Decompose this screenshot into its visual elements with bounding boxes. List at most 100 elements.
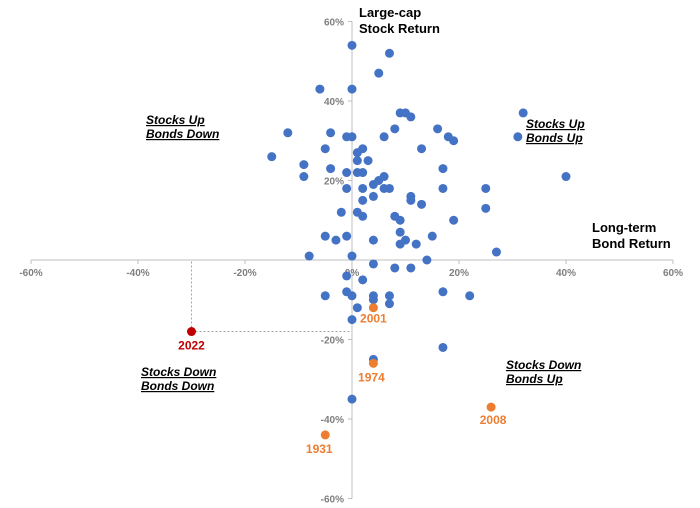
- y-tick-label: 60%: [324, 18, 344, 29]
- data-point: [390, 124, 400, 134]
- year-label-2022: 2022: [178, 339, 205, 353]
- x-tick-label: 40%: [556, 268, 576, 279]
- data-point: [368, 235, 378, 245]
- data-point: [331, 235, 341, 245]
- year-label-2001: 2001: [360, 312, 387, 326]
- x-axis-title-line1: Long-term: [592, 220, 656, 235]
- data-point: [438, 183, 448, 193]
- data-point: [342, 168, 352, 178]
- data-point: [347, 132, 357, 142]
- data-point: [417, 199, 427, 209]
- quadrant-label-bottom-left-line1: Stocks Down: [141, 365, 216, 379]
- tick-labels: -60% -40% -20% 0% 20% 40% 60% 60% 40% 20% -20% -40%…: [19, 18, 683, 506]
- data-point: [358, 183, 368, 193]
- y-tick-label: -60%: [321, 495, 344, 506]
- data-point: [561, 172, 571, 182]
- x-tick-label: 60%: [663, 268, 683, 279]
- quadrant-label-bottom-right-line1: Stocks Down: [506, 358, 581, 372]
- y-axis-title-line2: Stock Return: [359, 21, 440, 36]
- data-point: [433, 124, 443, 134]
- data-point: [406, 112, 416, 122]
- data-point: [304, 251, 314, 261]
- data-point: [422, 255, 432, 265]
- data-point: [358, 195, 368, 205]
- x-axis-title-line2: Bond Return: [592, 236, 671, 251]
- data-point: [347, 394, 357, 404]
- x-tick-label: -20%: [233, 268, 256, 279]
- data-point: [395, 227, 405, 237]
- data-point: [336, 207, 346, 217]
- data-point: [438, 287, 448, 297]
- data-point: [395, 215, 405, 225]
- data-point: [518, 108, 528, 118]
- y-tick-label: -40%: [321, 415, 344, 426]
- data-point: [358, 144, 368, 154]
- data-point: [406, 195, 416, 205]
- data-point: [347, 251, 357, 261]
- year-label-1974: 1974: [358, 370, 385, 384]
- data-point: [315, 84, 325, 94]
- data-point: [368, 295, 378, 305]
- data-point: [465, 291, 475, 301]
- guide-lines: [191, 260, 352, 333]
- data-point: [320, 231, 330, 241]
- highlight-point-1931: [320, 430, 330, 440]
- data-point: [347, 40, 357, 50]
- data-point: [384, 291, 394, 301]
- data-point: [513, 132, 523, 142]
- data-point: [395, 239, 405, 249]
- data-point: [384, 48, 394, 58]
- data-point: [368, 191, 378, 201]
- data-point: [342, 271, 352, 281]
- data-point: [491, 247, 501, 257]
- data-point: [358, 168, 368, 178]
- data-point: [384, 183, 394, 193]
- quadrant-label-bottom-right-line2: Bonds Up: [506, 372, 563, 386]
- data-point: [326, 164, 336, 174]
- data-point: [326, 128, 336, 138]
- data-point: [406, 263, 416, 273]
- data-point: [390, 263, 400, 273]
- annotations: Large-cap Stock Return Long-term Bond Re…: [141, 5, 671, 393]
- x-tick-label: 20%: [449, 268, 469, 279]
- data-point: [342, 231, 352, 241]
- data-point: [438, 342, 448, 352]
- x-tick-label: -60%: [19, 268, 42, 279]
- data-point: [481, 183, 491, 193]
- current-point-2022: [187, 327, 196, 337]
- data-point: [358, 275, 368, 285]
- y-tick-label: 20%: [324, 177, 344, 188]
- data-point: [347, 315, 357, 325]
- data-point: [347, 84, 357, 94]
- data-point: [352, 156, 362, 166]
- data-point: [374, 176, 384, 185]
- data-point: [320, 144, 330, 154]
- y-tick-label: -20%: [321, 336, 344, 347]
- y-axis-title-line1: Large-cap: [359, 5, 421, 20]
- x-tick-label: 0%: [345, 268, 360, 279]
- highlight-point-2008: [486, 402, 496, 412]
- data-points: 2001 1974 2008 1931 2022: [178, 40, 571, 456]
- data-point: [352, 303, 362, 313]
- data-point: [358, 211, 368, 221]
- data-point: [384, 299, 394, 309]
- data-point: [379, 132, 389, 142]
- data-point: [363, 156, 373, 166]
- data-point: [267, 152, 277, 162]
- data-point: [417, 144, 427, 154]
- quadrant-label-top-right-line1: Stocks Up: [526, 117, 585, 131]
- data-point: [299, 160, 309, 170]
- data-point: [449, 215, 459, 225]
- data-point: [283, 128, 293, 138]
- data-point: [342, 183, 352, 193]
- data-point: [449, 136, 459, 146]
- quadrant-label-top-right-line2: Bonds Up: [526, 131, 583, 145]
- highlight-point-2001: [368, 303, 378, 313]
- y-tick-label: 40%: [324, 97, 344, 108]
- year-label-1931: 1931: [306, 442, 333, 456]
- year-label-2008: 2008: [480, 413, 507, 427]
- data-point: [411, 239, 421, 249]
- quadrant-label-top-left-line1: Stocks Up: [146, 113, 205, 127]
- data-point: [438, 164, 448, 174]
